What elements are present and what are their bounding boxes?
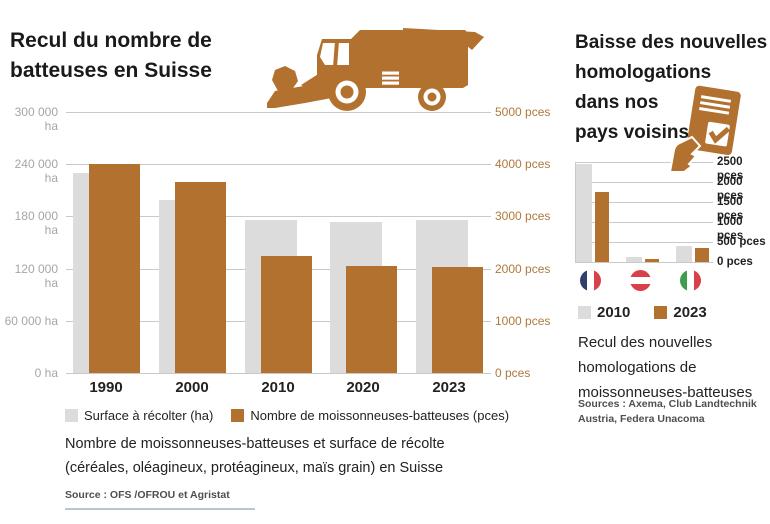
mini-bar-2023-Autriche [645, 259, 659, 262]
mini-caption-line1: Recul des nouvelles [578, 334, 713, 351]
main-y-axis-label-left: 180 000 ha [14, 209, 58, 237]
bar-harvesters-2020 [346, 266, 397, 373]
mini-y-axis-label: 500 pces [717, 236, 766, 248]
main-gridline [66, 373, 491, 374]
mini-caption-line2: homologations de [578, 359, 697, 376]
legend-label-surface: Surface à récolter (ha) [84, 408, 214, 423]
flag-italy-icon [680, 270, 701, 291]
mini-gridline [575, 182, 713, 183]
mini-chart-legend: 2010 2023 [578, 304, 707, 321]
main-y-axis-label-right: 4000 pces [495, 157, 551, 171]
mini-gridline [575, 242, 713, 243]
mini-y-axis-label: 1000 pces [717, 216, 744, 242]
bar-surface-2010 [245, 220, 297, 373]
mini-y-axis-line [575, 162, 576, 262]
mini-y-axis-label: 2000 pces [717, 176, 744, 202]
main-y-axis-label-left: 60 000 ha [4, 314, 58, 328]
mini-title-line1: Baisse des nouvelles [575, 32, 768, 53]
bar-surface-2020 [330, 222, 382, 373]
legend-item-2010: 2010 [578, 304, 630, 321]
mini-bar-2010-Autriche [626, 257, 642, 262]
bar-surface-1990 [73, 173, 125, 373]
legend-label-2010: 2010 [597, 304, 631, 321]
main-y-axis-label-right: 0 pces [495, 366, 531, 380]
mini-title-line2: homologations [575, 62, 712, 83]
mini-bar-2023-Italie [695, 248, 709, 262]
legend-item-surface: Surface à récolter (ha) [65, 408, 213, 423]
mini-gridline [575, 222, 713, 223]
legend-item-harvesters: Nombre de moissonneuses-batteuses (pces) [231, 408, 509, 423]
main-chart-source: Source : OFS /OFROU et Agristat [65, 489, 230, 501]
bar-surface-2000 [159, 200, 211, 373]
main-y-axis-label-right: 2000 pces [495, 262, 551, 276]
flag-holder [580, 270, 601, 291]
mini-caption-line3: moissonneuses-batteuses [578, 384, 753, 401]
mini-y-axis-label: 0 pces [717, 256, 753, 268]
mini-chart-title: Baisse des nouvelles homologations dans … [575, 28, 770, 148]
flag-austria-icon [630, 270, 651, 291]
main-chart-title: Recul du nombre de batteuses en Suisse [10, 29, 212, 82]
main-gridline [66, 321, 491, 322]
main-x-axis-label: 2023 [432, 379, 466, 396]
main-chart-caption: Nombre de moissonneuses-batteuses et sur… [65, 432, 505, 480]
mini-bar-2023-France [595, 192, 609, 262]
main-y-axis-label-left: 300 000 ha [14, 105, 58, 133]
mini-bar-2010-Italie [676, 246, 692, 262]
flag-holder [680, 270, 701, 291]
legend-swatch-2010-icon [578, 306, 591, 319]
main-gridline [66, 269, 491, 270]
flag-holder [630, 270, 651, 291]
flag-france-icon [580, 270, 601, 291]
homologation-document-icon [668, 85, 741, 172]
mini-chart-caption: Recul des nouvelles homologations de moi… [578, 330, 768, 405]
legend-item-2023: 2023 [654, 304, 707, 321]
legend-label-2023: 2023 [673, 304, 707, 321]
legend-swatch-surface-icon [65, 409, 78, 422]
main-caption-line1: Nombre de moissonneuses-batteuses et sur… [65, 436, 445, 452]
mini-gridline [575, 202, 713, 203]
main-y-axis-label-left: 120 000 ha [14, 262, 58, 290]
mini-title-line4: pays voisins [575, 122, 690, 143]
mini-title-line3: dans nos [575, 92, 659, 113]
main-x-axis-label: 1990 [89, 379, 123, 396]
mini-y-axis-label: 1500 pces [717, 196, 744, 222]
mini-chart-source: Sources : Axema, Club Landtechnik Austri… [578, 397, 763, 427]
main-x-axis-label: 2000 [175, 379, 209, 396]
main-chart-legend: Surface à récolter (ha) Nombre de moisso… [65, 408, 509, 423]
main-gridline [66, 216, 491, 217]
main-x-axis-label: 2010 [261, 379, 295, 396]
footer-rule [65, 508, 255, 510]
main-caption-line2: (céréales, oléagineux, protéagineux, maï… [65, 460, 444, 476]
legend-swatch-harvesters-icon [231, 409, 245, 422]
bar-harvesters-2000 [175, 182, 226, 373]
main-y-axis-label-right: 1000 pces [495, 314, 551, 328]
mini-gridline [575, 262, 713, 263]
bar-harvesters-1990 [89, 164, 140, 373]
bar-surface-2023 [416, 220, 468, 373]
bar-harvesters-2023 [432, 267, 483, 373]
mini-bar-2010-France [576, 164, 592, 262]
mini-source-line1: Sources : Axema, Club Landtechnik [578, 398, 757, 410]
main-y-axis-label-left: 240 000 ha [14, 157, 58, 185]
main-y-axis-label-right: 3000 pces [495, 209, 551, 223]
combine-harvester-icon [267, 28, 484, 111]
main-x-axis-label: 2020 [346, 379, 380, 396]
main-y-axis-label-right: 5000 pces [495, 105, 551, 119]
mini-source-line2: Austria, Federa Unacoma [578, 413, 705, 425]
legend-swatch-2023-icon [654, 306, 668, 319]
main-y-axis-label-left: 0 ha [34, 366, 58, 380]
legend-label-harvesters: Nombre de moissonneuses-batteuses (pces) [250, 408, 510, 423]
main-gridline [66, 164, 491, 165]
bar-harvesters-2010 [261, 256, 312, 373]
